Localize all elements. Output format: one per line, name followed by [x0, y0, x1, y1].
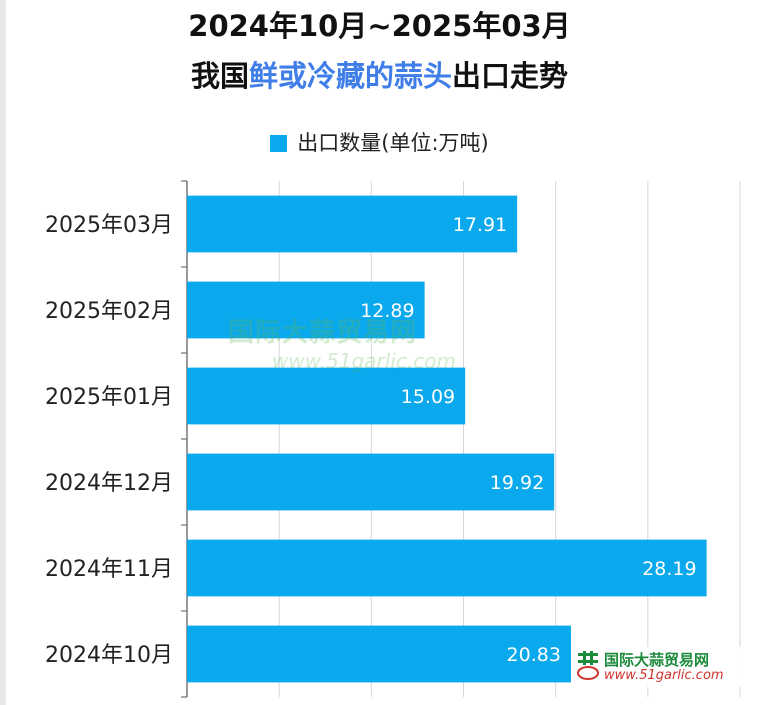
- category-label: 2024年11月: [45, 557, 173, 582]
- bar: [187, 281, 425, 339]
- logo-url: www.51garlic.com: [604, 668, 724, 683]
- bar: [187, 539, 707, 597]
- data-label: 28.19: [642, 558, 696, 580]
- logo-text: 国际大蒜贸易网: [604, 651, 710, 669]
- category-label: 2025年03月: [45, 213, 173, 238]
- category-label: 2024年12月: [45, 471, 173, 496]
- chart-title-line1: 2024年10月~2025年03月: [188, 9, 571, 43]
- legend-swatch: [270, 135, 288, 152]
- watermark-text: 国际大蒜贸易网: [228, 318, 418, 348]
- bar: [187, 367, 466, 425]
- watermark-url: www.51garlic.com: [272, 349, 456, 373]
- data-label: 12.89: [360, 300, 414, 322]
- bar: [187, 453, 555, 511]
- chart-title-line2: 我国鲜或冷藏的蒜头出口走势: [0, 58, 759, 94]
- title-suffix: 出口走势: [452, 59, 569, 93]
- site-logo: 国际大蒜贸易网 www.51garlic.com: [574, 647, 754, 687]
- data-label: 20.83: [507, 644, 561, 666]
- category-label: 2025年02月: [45, 299, 173, 324]
- legend: 出口数量(单位:万吨): [0, 128, 759, 158]
- data-label: 17.91: [453, 214, 507, 236]
- bar: [187, 625, 571, 683]
- left-edge-strip: [0, 0, 6, 705]
- category-label: 2025年01月: [45, 385, 173, 410]
- category-label: 2024年10月: [45, 643, 173, 668]
- data-label: 19.92: [490, 472, 544, 494]
- title-highlight: 鲜或冷藏的蒜头: [248, 59, 452, 93]
- title-prefix: 我国: [190, 59, 249, 93]
- garlic-logo-icon: [577, 651, 599, 680]
- data-label: 15.09: [401, 386, 455, 408]
- legend-label: 出口数量(单位:万吨): [297, 131, 489, 155]
- bar: [187, 195, 518, 253]
- watermark: 国际大蒜贸易网 www.51garlic.com: [228, 312, 456, 373]
